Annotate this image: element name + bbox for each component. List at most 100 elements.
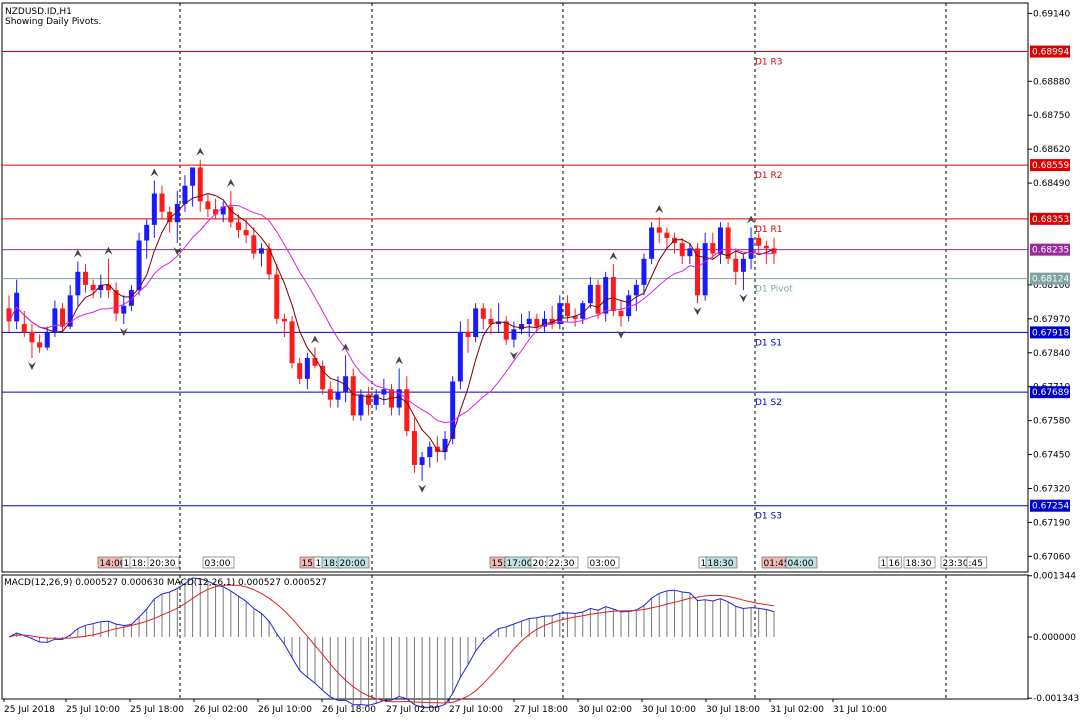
fractal-down-arrow <box>27 361 36 370</box>
candle-body <box>572 316 578 319</box>
candle-body <box>289 321 295 364</box>
candle-body <box>136 240 142 291</box>
candle-body <box>534 318 540 327</box>
candle-body <box>236 222 241 231</box>
candle-body <box>358 394 364 416</box>
candle-body <box>664 232 670 238</box>
time-marker-box <box>903 556 936 569</box>
macd-axis-label: 0.001344 <box>1033 572 1076 582</box>
price-axis-label: 0.67060 <box>1033 552 1070 562</box>
time-marker-label: 16 <box>889 559 901 569</box>
candle-body <box>251 235 257 254</box>
candle-body <box>771 248 777 254</box>
time-marker-label: 14:00 <box>100 559 126 569</box>
time-marker-label: 1 <box>881 559 887 569</box>
time-marker-box <box>886 556 902 569</box>
time-axis-label: 30 Jul 18:00 <box>706 705 760 715</box>
time-marker-label: 22:30 <box>549 559 575 569</box>
time-axis-label: 31 Jul 10:00 <box>833 705 887 715</box>
time-marker-box <box>202 556 235 569</box>
fractal-down-arrow <box>119 328 128 337</box>
candle-body <box>710 243 716 254</box>
pivot-level-label: D1 R2 <box>755 171 783 181</box>
candle-body <box>411 431 417 465</box>
fractal-down-arrow <box>739 294 748 303</box>
time-marker-label: 18:30 <box>708 559 734 569</box>
candle-body <box>29 331 35 343</box>
candle-body <box>128 290 134 306</box>
price-axis-label: 0.67840 <box>1033 349 1070 359</box>
time-marker-label: 15: <box>492 559 506 569</box>
candle-body <box>396 389 402 408</box>
candle-body <box>113 290 119 314</box>
fractal-up-arrow <box>609 252 618 261</box>
fractal-up-arrow <box>747 215 756 224</box>
macd-axis-label: -0.001343 <box>1033 694 1079 704</box>
time-marker-label: 04:00 <box>788 559 814 569</box>
candle-body <box>473 308 479 338</box>
candle-body <box>564 303 570 317</box>
candle-body <box>335 391 341 400</box>
fractal-up-arrow <box>311 335 319 344</box>
candle-body <box>274 274 280 319</box>
candle-body <box>83 271 88 285</box>
pivot-level-label: D1 S2 <box>755 398 782 408</box>
time-marker-box <box>546 556 579 569</box>
candle-body <box>427 446 433 458</box>
candle-body <box>519 324 525 330</box>
candle-body <box>679 243 685 257</box>
candle-body <box>266 248 272 275</box>
candle-body <box>60 308 66 327</box>
candle-body <box>404 389 410 432</box>
candle-body <box>641 258 647 285</box>
time-axis-label: 30 Jul 02:00 <box>578 705 632 715</box>
price-tag-box <box>1030 272 1070 285</box>
candle-body <box>649 227 655 259</box>
time-marker-label: 20:30 <box>150 559 176 569</box>
time-marker-label: 20:00 <box>340 559 366 569</box>
price-axis-label: 0.67190 <box>1033 518 1070 528</box>
price-axis-label: 0.67970 <box>1033 315 1070 325</box>
candle-body <box>633 284 639 296</box>
time-marker-label: 03:00 <box>205 559 231 569</box>
candle-body <box>90 284 96 291</box>
price-tag-label: 0.67689 <box>1032 388 1069 398</box>
time-marker-label: 1 <box>316 559 322 569</box>
candle-body <box>503 321 509 340</box>
time-axis-label: 26 Jul 18:00 <box>322 705 376 715</box>
price-tag-box <box>1030 386 1070 399</box>
candle-body <box>304 357 310 379</box>
candle-body <box>350 376 356 416</box>
candle-body <box>220 206 226 215</box>
time-marker-label: 01:45 <box>764 559 790 569</box>
candle-body <box>205 201 211 210</box>
time-marker-box <box>705 556 738 569</box>
candle-body <box>610 277 616 311</box>
candle-body <box>480 308 486 319</box>
candle-body <box>756 237 762 246</box>
price-tag-label: 0.67254 <box>1032 502 1069 512</box>
time-marker-label: 18: <box>132 559 146 569</box>
candle-body <box>190 167 196 186</box>
time-marker-box <box>147 556 180 569</box>
candle-body <box>695 248 700 296</box>
candle-body <box>526 318 532 325</box>
candle-body <box>465 331 471 338</box>
candle-body <box>717 227 723 254</box>
macd-title: MACD(12,26,9) 0.000527 0.000630 MACD(12,… <box>4 578 327 588</box>
time-marker-box <box>337 556 370 569</box>
time-axis-label: 30 Jul 10:00 <box>642 705 696 715</box>
price-axis-label: 0.68750 <box>1033 111 1070 121</box>
candle-body <box>450 381 456 439</box>
candle-body <box>167 211 173 223</box>
pivot-level-label: D1 R1 <box>755 225 783 235</box>
price-pane-frame <box>1 2 1029 573</box>
candle-body <box>419 457 425 465</box>
candle-body <box>243 230 249 236</box>
fractal-down-arrow <box>509 351 518 360</box>
ma-slow-line <box>8 204 775 424</box>
fractal-down-arrow <box>617 330 625 339</box>
candle-body <box>6 308 12 322</box>
candle-body <box>144 224 150 241</box>
time-axis-label: 27 Jul 18:00 <box>514 705 568 715</box>
